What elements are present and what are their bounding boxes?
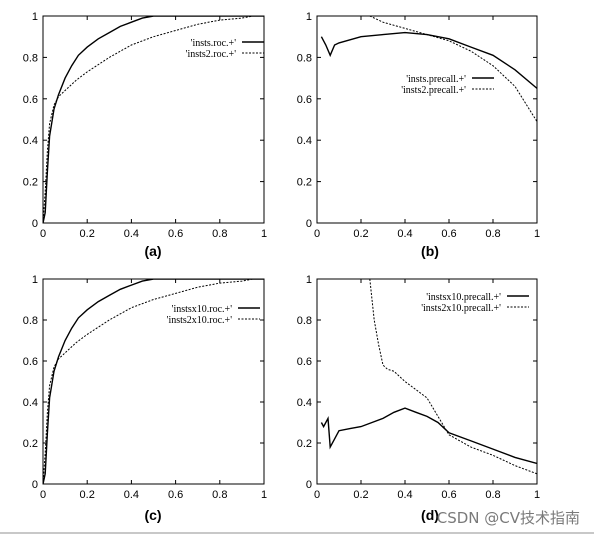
legend-label: 'insts.precall.+' bbox=[406, 74, 466, 85]
x-tick-label: 0.4 bbox=[124, 228, 139, 240]
series-line-1 bbox=[43, 16, 264, 223]
series-line-1 bbox=[43, 279, 264, 484]
x-tick-label: 0.6 bbox=[441, 489, 456, 501]
y-tick-label: 1 bbox=[32, 274, 38, 286]
legend-label: 'insts.roc.+' bbox=[191, 38, 237, 49]
x-tick-label: 0.8 bbox=[212, 228, 227, 240]
x-tick-label: 0 bbox=[314, 228, 320, 240]
x-tick-label: 0.6 bbox=[441, 228, 456, 240]
x-tick-label: 0.2 bbox=[80, 489, 95, 501]
panel-caption: (c) bbox=[144, 507, 161, 523]
x-tick-label: 0.4 bbox=[397, 489, 412, 501]
y-tick-label: 0.2 bbox=[23, 177, 38, 189]
x-tick-label: 0.8 bbox=[485, 228, 500, 240]
chart-panel-4: 0 0.2 0.4 0.6 0.8 1 0 0.2 0.4 0.6 0.8 1 'instsx10.pr… bbox=[297, 274, 540, 523]
y-tick-label: 0 bbox=[32, 218, 38, 230]
panel-caption: (a) bbox=[144, 243, 161, 259]
x-tick-label: 0.8 bbox=[485, 489, 500, 501]
y-tick-label: 1 bbox=[306, 11, 312, 23]
x-tick-label: 0.6 bbox=[168, 489, 183, 501]
legend-label: 'insts2.roc.+' bbox=[186, 49, 237, 60]
plot-frame bbox=[316, 15, 538, 224]
y-tick-label: 0.8 bbox=[297, 315, 312, 327]
series-line-1 bbox=[320, 407, 537, 465]
chart-panel-1: 0 0.2 0.4 0.6 0.8 1 0 0.2 0.4 0.6 0.8 1 'insts.roc.+… bbox=[23, 11, 267, 259]
y-tick-label: 0.6 bbox=[23, 356, 38, 368]
legend-label: 'instsx10.roc.+' bbox=[172, 304, 233, 315]
y-tick-label: 0 bbox=[32, 479, 38, 491]
x-tick-label: 1 bbox=[534, 228, 540, 240]
x-tick-label: 0.8 bbox=[212, 489, 227, 501]
series-line-2 bbox=[43, 279, 264, 484]
chart-panel-3: 0 0.2 0.4 0.6 0.8 1 0 0.2 0.4 0.6 0.8 1 'instsx10.ro… bbox=[23, 274, 267, 523]
y-tick-label: 0.6 bbox=[297, 356, 312, 368]
y-tick-label: 0 bbox=[306, 479, 312, 491]
y-tick-label: 0.4 bbox=[297, 397, 312, 409]
watermark-text: CSDN @CV技术指南 bbox=[436, 509, 580, 527]
x-tick-label: 0.6 bbox=[168, 228, 183, 240]
y-tick-label: 0.8 bbox=[23, 52, 38, 64]
series-line-2 bbox=[369, 16, 537, 122]
plot-frame bbox=[316, 278, 538, 485]
bottom-divider bbox=[0, 532, 594, 534]
y-tick-label: 0.4 bbox=[23, 397, 38, 409]
y-tick-label: 1 bbox=[32, 11, 38, 23]
y-tick-label: 0.4 bbox=[297, 135, 312, 147]
chart-panel-2: 0 0.2 0.4 0.6 0.8 1 0 0.2 0.4 0.6 0.8 1 'insts.preca… bbox=[297, 11, 540, 259]
legend-label: 'insts2.precall.+' bbox=[401, 85, 466, 96]
x-tick-label: 0.4 bbox=[397, 228, 412, 240]
legend-label: 'instsx10.precall.+' bbox=[426, 292, 501, 303]
y-tick-label: 0.2 bbox=[23, 438, 38, 450]
y-tick-label: 0.4 bbox=[23, 135, 38, 147]
x-tick-label: 0.2 bbox=[353, 489, 368, 501]
y-tick-label: 0.8 bbox=[297, 52, 312, 64]
series-line-2 bbox=[43, 16, 264, 223]
x-tick-label: 0 bbox=[40, 489, 46, 501]
x-tick-label: 1 bbox=[261, 228, 267, 240]
series-line-1 bbox=[320, 31, 537, 89]
legend-label: 'insts2x10.precall.+' bbox=[421, 303, 501, 314]
y-tick-label: 0.8 bbox=[23, 315, 38, 327]
x-tick-label: 0.4 bbox=[124, 489, 139, 501]
y-tick-label: 0.6 bbox=[297, 94, 312, 106]
x-tick-label: 0 bbox=[314, 489, 320, 501]
y-tick-label: 1 bbox=[306, 274, 312, 286]
y-tick-label: 0 bbox=[306, 218, 312, 230]
x-tick-label: 0 bbox=[40, 228, 46, 240]
y-tick-label: 0.6 bbox=[23, 94, 38, 106]
x-tick-label: 1 bbox=[261, 489, 267, 501]
y-tick-label: 0.2 bbox=[297, 177, 312, 189]
x-tick-label: 1 bbox=[534, 489, 540, 501]
panel-caption: (b) bbox=[421, 243, 439, 259]
panel-caption: (d) bbox=[421, 507, 439, 523]
x-tick-label: 0.2 bbox=[80, 228, 95, 240]
y-tick-label: 0.2 bbox=[297, 438, 312, 450]
legend-label: 'insts2x10.roc.+' bbox=[167, 315, 233, 326]
x-tick-label: 0.2 bbox=[353, 228, 368, 240]
